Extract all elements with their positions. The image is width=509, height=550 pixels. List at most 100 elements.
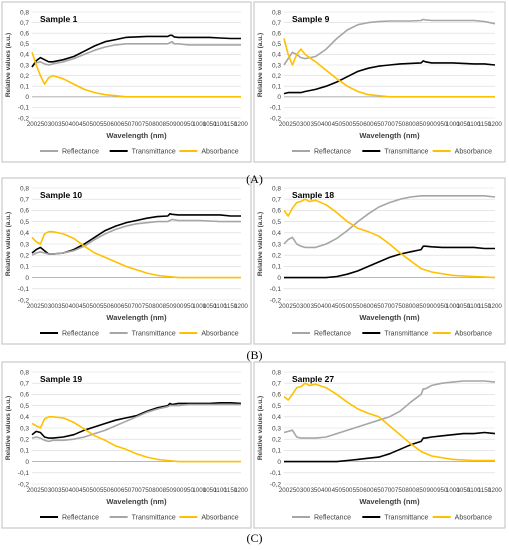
x-tick-label: 200	[27, 303, 38, 310]
x-tick-label: 1050	[203, 303, 217, 310]
series-line-absorbance	[283, 38, 495, 98]
y-tick-label: -0,1	[270, 105, 282, 112]
x-axis-label: Wavelength (nm)	[106, 313, 167, 322]
y-tick-label: 0,1	[20, 448, 29, 455]
y-tick-label: 0,1	[272, 448, 281, 455]
x-tick-label: 600	[110, 487, 121, 494]
x-tick-label: 550	[100, 303, 111, 310]
x-tick-label: 350	[310, 121, 321, 128]
x-tick-label: 850	[163, 487, 174, 494]
y-tick-label: -0,1	[270, 286, 282, 293]
x-tick-label: 550	[100, 121, 111, 128]
x-tick-label: 1050	[456, 121, 470, 128]
x-tick-label: 850	[416, 121, 427, 128]
y-tick-label: -0,1	[18, 470, 30, 477]
y-tick-label: 0,4	[20, 230, 29, 237]
x-tick-label: 650	[374, 487, 385, 494]
y-tick-label: 0,2	[20, 253, 29, 260]
x-tick-label: 250	[289, 487, 300, 494]
y-tick-label: 0,4	[272, 52, 281, 59]
y-tick-label: 0,5	[20, 41, 29, 48]
x-axis-label: Wavelength (nm)	[359, 313, 420, 322]
legend-label: Transmittance	[132, 331, 176, 338]
x-tick-label: 350	[310, 303, 321, 310]
x-tick-label: 500	[342, 121, 353, 128]
legend-label: Reflectance	[314, 331, 351, 338]
series-line-transmittance	[284, 245, 495, 279]
x-tick-label: 550	[353, 121, 364, 128]
y-tick-label: 0,2	[272, 437, 281, 444]
y-tick-label: 0,3	[20, 241, 29, 248]
x-tick-label: 500	[90, 303, 101, 310]
caption-a: (A)	[246, 172, 263, 186]
series-line-transmittance	[283, 59, 496, 95]
y-tick-label: 0,3	[272, 62, 281, 69]
x-tick-label: 700	[384, 303, 395, 310]
x-tick-label: 1150	[478, 303, 492, 310]
chart-frame	[1, 361, 252, 529]
x-tick-label: 500	[90, 487, 101, 494]
x-tick-label: 800	[152, 121, 163, 128]
x-axis-label: Wavelength (nm)	[106, 497, 167, 506]
chart-title: Sample 18	[292, 190, 334, 200]
series-line-absorbance	[31, 415, 241, 463]
x-tick-label: 950	[184, 487, 195, 494]
x-tick-label: 950	[184, 303, 195, 310]
x-tick-label: 250	[37, 121, 48, 128]
x-tick-label: 1100	[467, 303, 481, 310]
x-axis-label: Wavelength (nm)	[359, 131, 420, 140]
x-tick-label: 1150	[224, 121, 238, 128]
x-tick-label: 450	[332, 303, 343, 310]
x-tick-label: 750	[142, 121, 153, 128]
x-tick-label: 850	[416, 303, 427, 310]
y-axis-label: Relative values (a.u.)	[257, 212, 264, 276]
legend-label: Reflectance	[314, 515, 351, 522]
y-tick-label: 0,4	[272, 414, 281, 421]
x-tick-label: 400	[321, 487, 332, 494]
legend-label: Absorbance	[455, 149, 492, 156]
y-tick-label: 0,7	[272, 381, 281, 388]
y-tick-label: 0,5	[20, 219, 29, 226]
x-tick-label: 450	[79, 121, 90, 128]
caption-c: (C)	[246, 531, 263, 545]
series-line-absorbance	[31, 230, 241, 279]
y-tick-label: 0,3	[272, 425, 281, 432]
chart-title: Sample 1	[40, 14, 78, 24]
x-tick-label: 950	[437, 487, 448, 494]
x-tick-label: 600	[363, 487, 374, 494]
y-axis-label: Relative values (a.u.)	[5, 33, 12, 97]
x-tick-label: 600	[363, 121, 374, 128]
series-line-reflectance	[283, 380, 496, 439]
legend-label: Reflectance	[62, 149, 99, 156]
y-tick-label: 0,5	[272, 41, 281, 48]
x-tick-label: 400	[321, 121, 332, 128]
x-tick-label: 1150	[224, 303, 238, 310]
x-tick-label: 1000	[192, 487, 206, 494]
x-tick-label: 250	[289, 121, 300, 128]
series-line-transmittance	[31, 34, 241, 68]
y-axis-label: Relative values (a.u.)	[5, 396, 12, 460]
x-tick-label: 750	[395, 121, 406, 128]
x-tick-label: 550	[100, 487, 111, 494]
y-tick-label: 0,2	[20, 73, 29, 80]
chart-frame	[1, 177, 252, 345]
y-tick-label: 0,5	[272, 219, 281, 226]
x-tick-label: 200	[279, 303, 290, 310]
legend-label: Transmittance	[132, 515, 176, 522]
x-tick-label: 300	[300, 487, 311, 494]
x-tick-label: 500	[342, 487, 353, 494]
y-tick-label: 0,1	[272, 264, 281, 271]
x-tick-label: 700	[384, 121, 395, 128]
x-tick-label: 850	[163, 121, 174, 128]
x-tick-label: 1000	[446, 487, 460, 494]
x-tick-label: 1100	[213, 303, 227, 310]
x-tick-label: 400	[69, 303, 80, 310]
y-tick-label: -0,2	[18, 115, 30, 122]
y-tick-label: 0,2	[272, 253, 281, 260]
legend-label: Transmittance	[384, 149, 428, 156]
y-tick-label: 0	[25, 459, 29, 466]
legend-label: Absorbance	[455, 515, 492, 522]
x-tick-label: 1050	[456, 487, 470, 494]
y-tick-label: 0	[277, 94, 281, 101]
